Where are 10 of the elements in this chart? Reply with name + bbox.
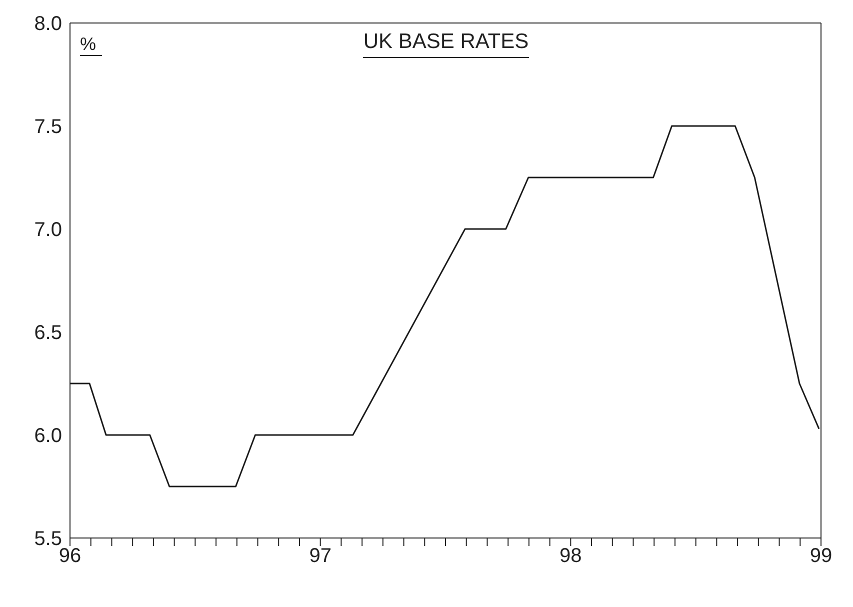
y-tick-label: 8.0 (34, 13, 62, 36)
x-tick-label: 97 (309, 545, 332, 568)
y-tick-label: 6.5 (34, 322, 62, 344)
y-axis-title: % (80, 34, 102, 56)
y-tick-label: 6.0 (34, 425, 62, 448)
x-tick-label: 98 (560, 545, 582, 568)
y-tick-label: 7.0 (34, 219, 62, 242)
x-tick-label: 99 (810, 545, 832, 568)
y-tick-label: 7.5 (34, 116, 62, 138)
chart-title: UK BASE RATES (363, 30, 529, 58)
